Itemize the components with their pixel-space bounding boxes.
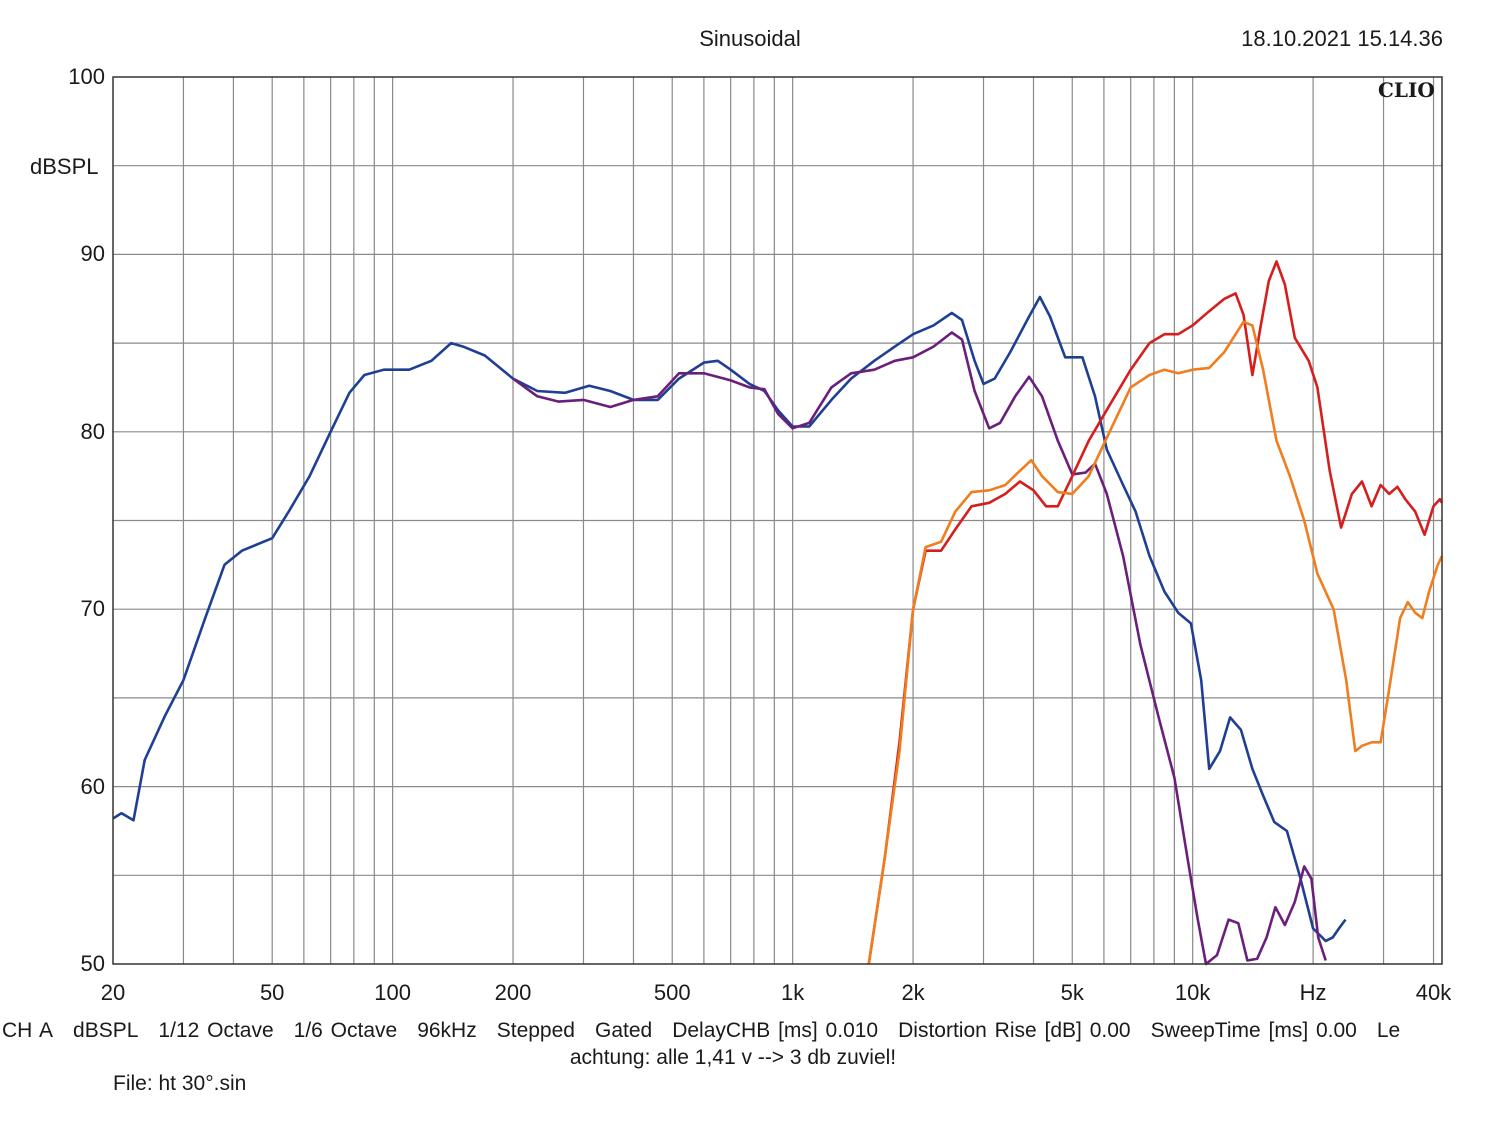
note-text: achtung: alle 1,41 v --> 3 db zuviel! bbox=[569, 1046, 897, 1069]
grid-lines bbox=[113, 77, 1442, 964]
y-tick-label: 90 bbox=[80, 241, 105, 267]
series-blue-line bbox=[112, 295, 1347, 943]
series-purple-line bbox=[512, 331, 1327, 966]
status-item: 96kHz bbox=[417, 1019, 477, 1042]
status-item: DelayCHB [ms] 0.010 bbox=[672, 1019, 879, 1042]
x-tick-label: 100 bbox=[374, 980, 411, 1005]
file-name: File: ht 30°.sin bbox=[113, 1072, 247, 1095]
x-tick-label: 10k bbox=[1174, 980, 1211, 1005]
series-red-line bbox=[867, 260, 1444, 965]
x-tick-label: 200 bbox=[494, 980, 532, 1005]
y-tick-label: 60 bbox=[80, 773, 105, 799]
y-tick-label: 80 bbox=[80, 418, 105, 444]
status-item: SweepTime [ms] 0.00 bbox=[1150, 1019, 1357, 1042]
timestamp: 18.10.2021 15.14.36 bbox=[1241, 26, 1443, 51]
chart-title: Sinusoidal bbox=[699, 26, 801, 51]
y-tick-label: 50 bbox=[80, 951, 105, 976]
status-item: 1/6 Octave bbox=[293, 1019, 398, 1042]
x-tick-label: 40k bbox=[1415, 980, 1452, 1005]
status-item: Gated bbox=[594, 1019, 653, 1042]
status-item: 1/12 Octave bbox=[158, 1019, 274, 1042]
series-orange-line bbox=[867, 320, 1444, 965]
x-tick-label: 50 bbox=[259, 980, 285, 1005]
x-tick-label: 5k bbox=[1060, 980, 1084, 1005]
x-tick-label: 1k bbox=[781, 980, 805, 1005]
x-tick-label: 20 bbox=[100, 980, 126, 1005]
status-item: Le bbox=[1376, 1019, 1401, 1042]
status-item: CH A bbox=[2, 1019, 54, 1042]
y-tick-label: 70 bbox=[80, 596, 105, 622]
status-line: CH A dBSPL 1/12 Octave 1/6 Octave 96kHz Stepp… bbox=[2, 1019, 1420, 1043]
y-axis-label: dBSPL bbox=[30, 154, 99, 179]
status-item: Distortion Rise [dB] 0.00 bbox=[898, 1019, 1131, 1042]
status-item: Stepped bbox=[496, 1019, 575, 1042]
status-item: dBSPL bbox=[73, 1019, 139, 1042]
y-tick-label: 100 bbox=[68, 64, 105, 89]
series-curves bbox=[112, 260, 1444, 966]
x-tick-label: 500 bbox=[653, 980, 691, 1005]
clio-logo: CLIO bbox=[1378, 78, 1435, 102]
x-tick-label: Hz bbox=[1299, 980, 1327, 1005]
plot-frame bbox=[112, 76, 1443, 965]
x-tick-label: 2k bbox=[901, 980, 925, 1005]
